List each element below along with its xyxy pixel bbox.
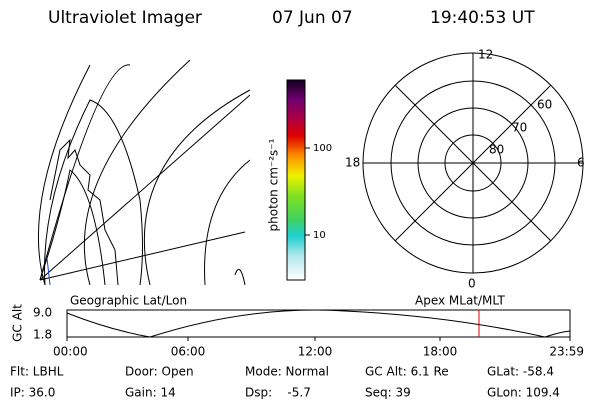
polar-label: 60 xyxy=(537,98,552,112)
info-field: GLat: -58.4 xyxy=(487,365,554,379)
alt-ylabel: GC Alt xyxy=(11,304,25,342)
polar-plot xyxy=(362,52,584,274)
polar-label: 70 xyxy=(512,121,527,135)
time: 19:40:53 UT xyxy=(430,8,535,28)
alt-xtick: 23:59 xyxy=(549,345,584,359)
info-field: GC Alt: 6.1 Re xyxy=(365,365,449,379)
color-bar xyxy=(286,79,306,281)
info-panel: Flt: LBHL Door: Open Mode: Normal GC Alt: 6… xyxy=(10,365,560,400)
map-grid xyxy=(83,59,191,285)
colorbar-tick: 10 xyxy=(313,230,326,241)
map-grid xyxy=(37,64,91,285)
alt-xtick: 18:00 xyxy=(423,345,458,359)
alt-right-label: Apex MLat/MLT xyxy=(415,294,505,308)
info-field: Flt: LBHL xyxy=(10,365,64,379)
map-grid xyxy=(39,231,246,281)
polar-label: 6 xyxy=(577,156,585,170)
map-grid xyxy=(39,169,106,285)
info-field: Mode: Normal xyxy=(245,365,329,379)
alt-curve xyxy=(66,309,571,338)
info-field: Door: Open xyxy=(125,365,194,379)
alt-left-label: Geographic Lat/Lon xyxy=(70,294,187,308)
coastline xyxy=(234,268,246,285)
alt-xticks: 00:00 06:00 12:00 18:00 23:59 xyxy=(53,337,584,359)
map-grid xyxy=(39,64,131,281)
title: Ultraviolet Imager xyxy=(48,8,202,28)
map-grid xyxy=(143,89,250,285)
info-field: Dsp: -5.7 xyxy=(245,386,311,400)
polar-label: 80 xyxy=(489,143,504,157)
map-grid xyxy=(204,159,250,285)
alt-ytick: 9.0 xyxy=(33,306,52,320)
axis xyxy=(394,84,552,242)
alt-xtick: 00:00 xyxy=(53,345,88,359)
polar-label: 0 xyxy=(468,277,476,291)
colorbar-tick: 100 xyxy=(313,143,332,154)
polar-label: 18 xyxy=(345,156,360,170)
info-field: GLon: 109.4 xyxy=(487,386,560,400)
map-grid xyxy=(39,94,250,281)
info-field: Seq: 39 xyxy=(365,386,411,400)
coastline xyxy=(46,257,51,285)
colorbar-label: photon cm⁻²s⁻¹ xyxy=(267,138,281,231)
polar-label: 12 xyxy=(478,48,493,62)
coastline xyxy=(49,138,119,285)
alt-frame xyxy=(66,309,571,338)
geo-map xyxy=(37,59,250,285)
alt-xtick: 06:00 xyxy=(171,345,206,359)
alt-ytick: 1.8 xyxy=(33,328,52,342)
date: 07 Jun 07 xyxy=(272,8,353,28)
info-field: Gain: 14 xyxy=(125,386,176,400)
map-grid xyxy=(44,99,143,285)
alt-xtick: 12:00 xyxy=(298,345,333,359)
info-field: IP: 36.0 xyxy=(10,386,55,400)
